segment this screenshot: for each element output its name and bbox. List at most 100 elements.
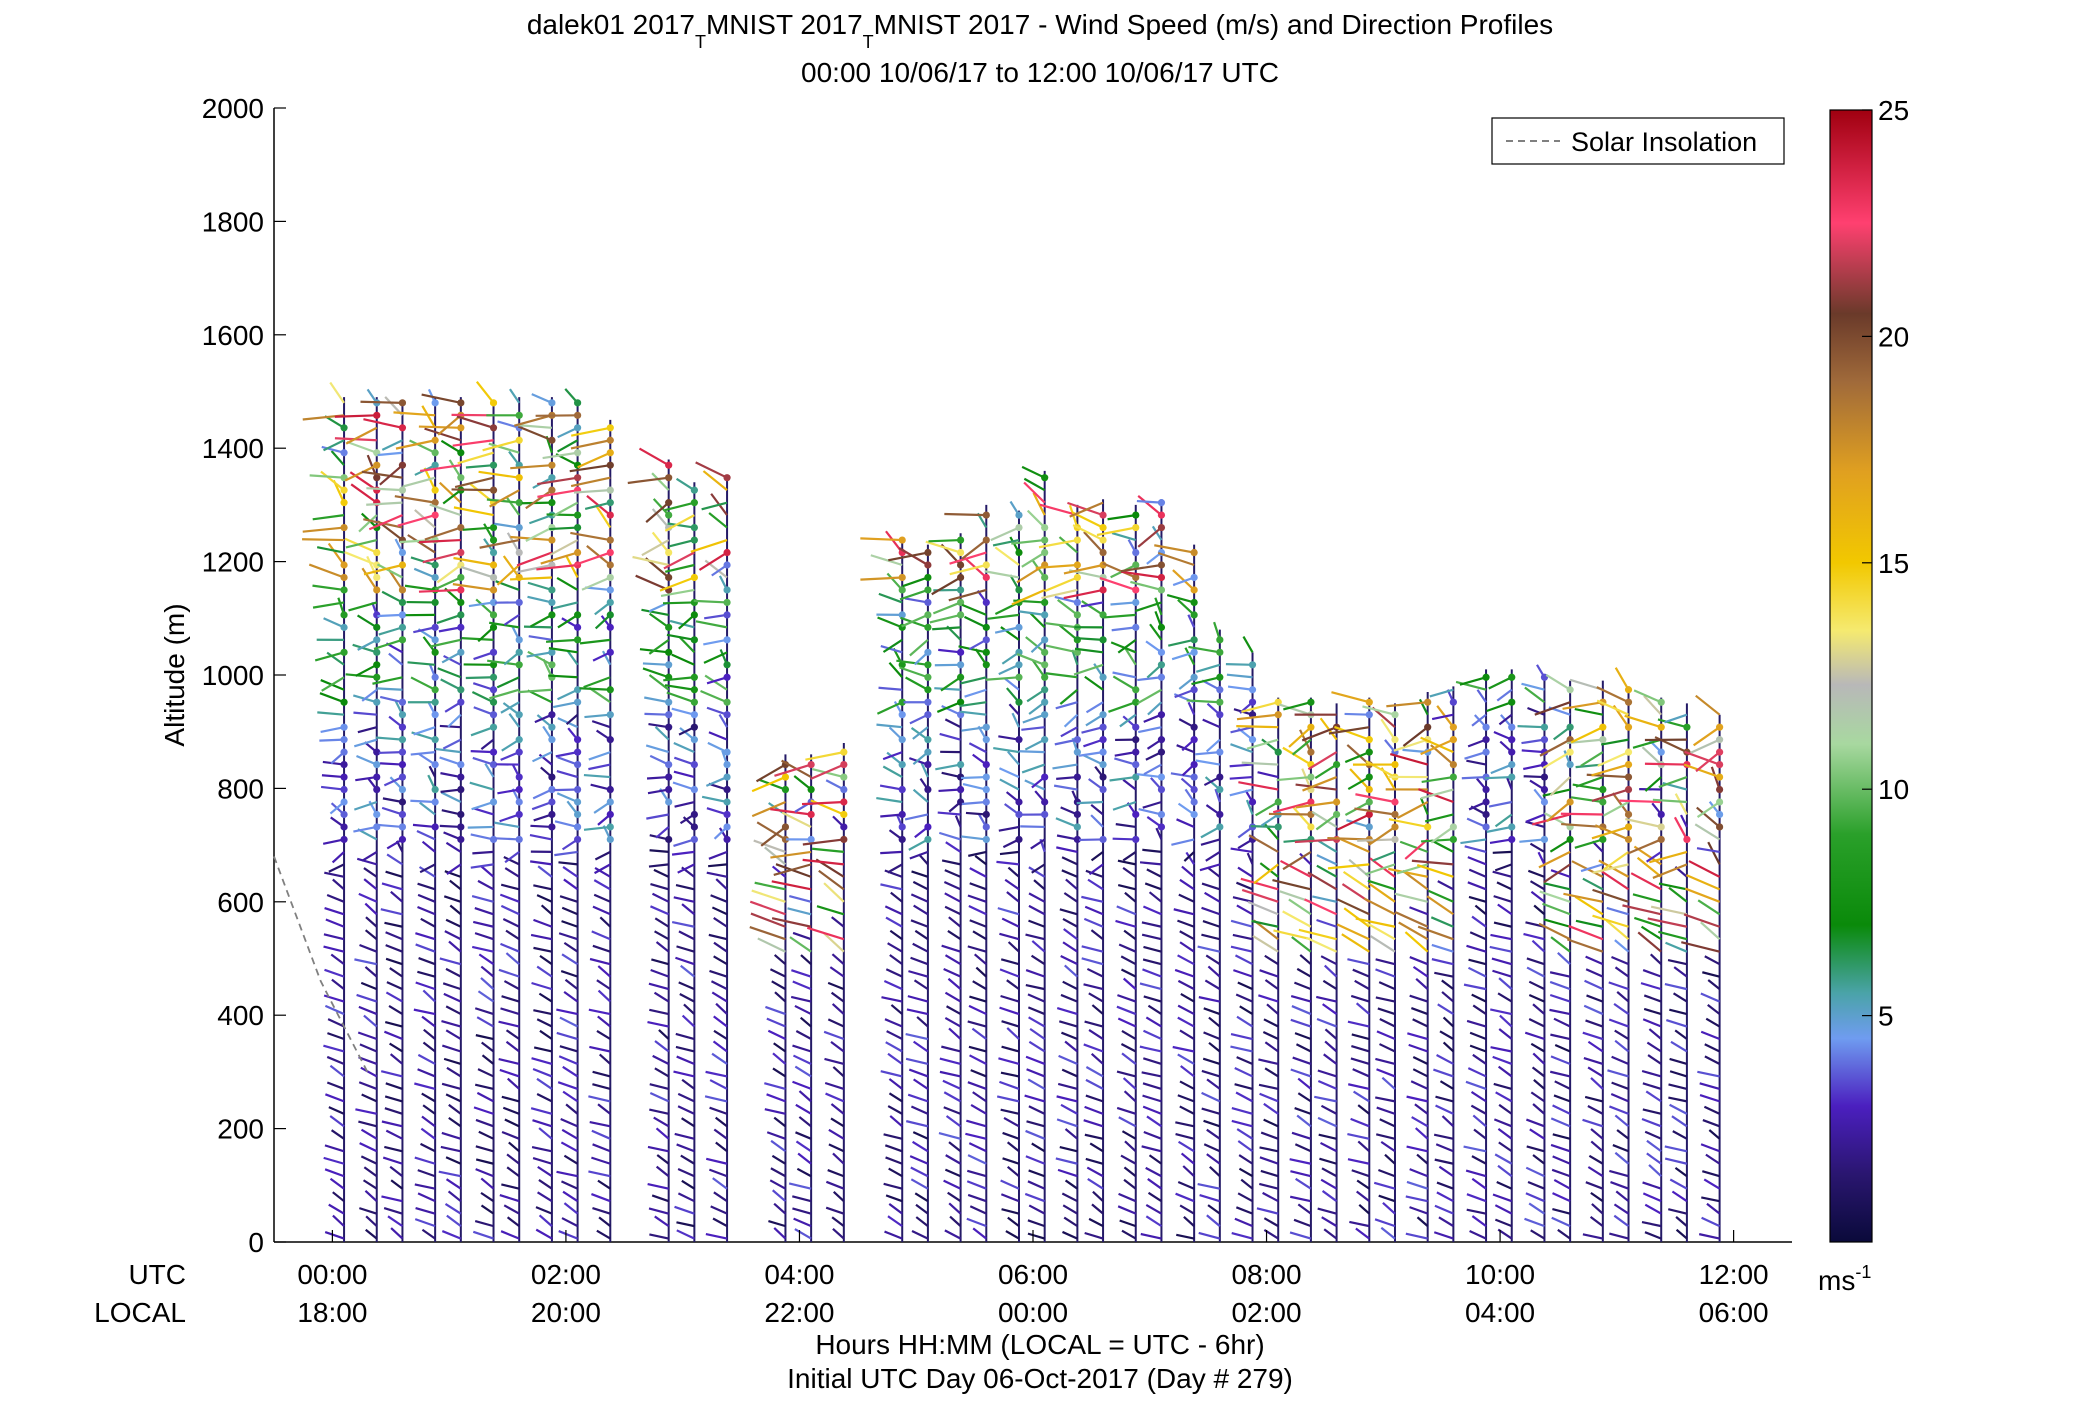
wind-barb	[589, 1045, 611, 1053]
wind-barb	[1122, 977, 1137, 990]
wind-barb	[393, 411, 436, 417]
wind-barb	[1543, 882, 1571, 891]
wind-barb-dot	[723, 698, 731, 706]
wind-barb	[445, 1156, 462, 1165]
wind-barb	[422, 1104, 436, 1115]
wind-barb	[910, 1178, 929, 1190]
wind-barb	[751, 800, 786, 818]
wind-barb-dot	[1073, 648, 1081, 656]
wind-barb-dot	[1716, 785, 1724, 794]
wind-barb	[681, 1078, 696, 1090]
wind-barb	[1319, 717, 1338, 741]
wind-barb	[477, 1068, 494, 1078]
wind-barb-dot	[1157, 673, 1166, 681]
wind-barb	[324, 871, 345, 878]
wind-barb	[709, 969, 728, 978]
wind-barb	[1549, 776, 1571, 797]
wind-barb	[1061, 1068, 1078, 1078]
wind-barb-dot	[1015, 698, 1023, 706]
wind-barb	[1613, 1002, 1630, 1015]
wind-barb	[1551, 1168, 1571, 1178]
wind-barb	[1697, 1070, 1720, 1078]
wind-barb	[931, 576, 962, 596]
wind-barb	[563, 941, 579, 953]
wind-barb-dot	[1508, 823, 1516, 831]
wind-barb-dot	[373, 760, 381, 769]
wind-barb	[947, 930, 962, 941]
wind-barb	[1646, 850, 1662, 863]
wind-barb	[1351, 1045, 1370, 1053]
wind-barb	[585, 586, 611, 592]
wind-barb	[345, 538, 378, 549]
wind-barb	[438, 1170, 462, 1178]
wind-barb	[698, 551, 728, 571]
wind-barb	[447, 1190, 462, 1203]
wind-barb-dot	[398, 461, 407, 469]
wind-barb	[1674, 1166, 1688, 1178]
wind-barb	[381, 590, 403, 604]
wind-barb	[929, 613, 961, 624]
wind-barb	[681, 1117, 695, 1128]
wind-barb	[750, 912, 786, 928]
wind-barb	[1347, 958, 1370, 966]
wind-barb	[1549, 1008, 1571, 1016]
wind-barb	[457, 451, 494, 465]
wind-barb-dot	[606, 611, 614, 619]
wind-barb-dot	[982, 785, 990, 794]
wind-barb	[659, 576, 695, 592]
wind-barb-dot	[924, 561, 932, 569]
wind-barb-dot	[690, 711, 698, 719]
wind-barb	[1583, 1056, 1604, 1066]
wind-barb	[537, 865, 553, 878]
wind-barb	[1184, 647, 1196, 666]
wind-barb	[1614, 939, 1630, 953]
wind-barb	[472, 1230, 494, 1240]
wind-barb-dot	[606, 810, 614, 819]
wind-barb	[1497, 992, 1513, 1003]
wind-barb	[912, 726, 929, 740]
wind-barb	[1420, 788, 1454, 800]
wind-barb	[998, 663, 1020, 676]
wind-barb	[440, 678, 462, 691]
wind-barb	[1497, 903, 1513, 916]
wind-barb	[531, 981, 553, 991]
wind-barb-dot	[665, 499, 673, 507]
wind-barb	[1549, 1070, 1571, 1078]
wind-barb	[1668, 886, 1688, 903]
wind-barb	[552, 501, 579, 518]
wind-barb-dot	[398, 810, 407, 819]
wind-barb	[597, 1015, 611, 1028]
wind-barb	[1669, 1057, 1688, 1066]
wind-barb-dot	[957, 698, 965, 706]
wind-barb	[506, 1216, 520, 1227]
wind-barb	[1459, 676, 1487, 686]
wind-barb	[1176, 1233, 1195, 1240]
wind-barb	[880, 813, 903, 818]
wind-barb-dot	[1190, 798, 1198, 806]
wind-barb	[1538, 850, 1571, 869]
wind-barb	[1549, 971, 1571, 978]
wind-barb	[970, 1103, 987, 1115]
wind-barb	[328, 1203, 345, 1215]
wind-barb	[1007, 941, 1020, 953]
wind-barb	[1321, 1216, 1338, 1228]
wind-barb	[705, 1070, 728, 1078]
wind-barb	[1029, 611, 1046, 629]
wind-barb	[417, 893, 436, 903]
wind-barb	[1001, 1045, 1020, 1053]
wind-barb-dot	[548, 823, 556, 831]
wind-barb	[1081, 957, 1104, 966]
wind-barb	[884, 1144, 903, 1153]
wind-barb	[443, 654, 462, 666]
wind-barb-dot	[1015, 623, 1023, 631]
wind-barb	[1582, 1233, 1604, 1240]
wind-barb-dot	[340, 810, 348, 819]
wind-barb-dot	[690, 611, 698, 619]
wind-barb-dot	[723, 798, 731, 806]
wind-barb-dot	[665, 723, 673, 731]
solar-insolation-line	[273, 856, 369, 1073]
wind-barb	[653, 991, 670, 1003]
wind-barb	[470, 726, 494, 737]
wind-barb-dot	[1449, 823, 1457, 831]
wind-barb	[323, 617, 345, 629]
